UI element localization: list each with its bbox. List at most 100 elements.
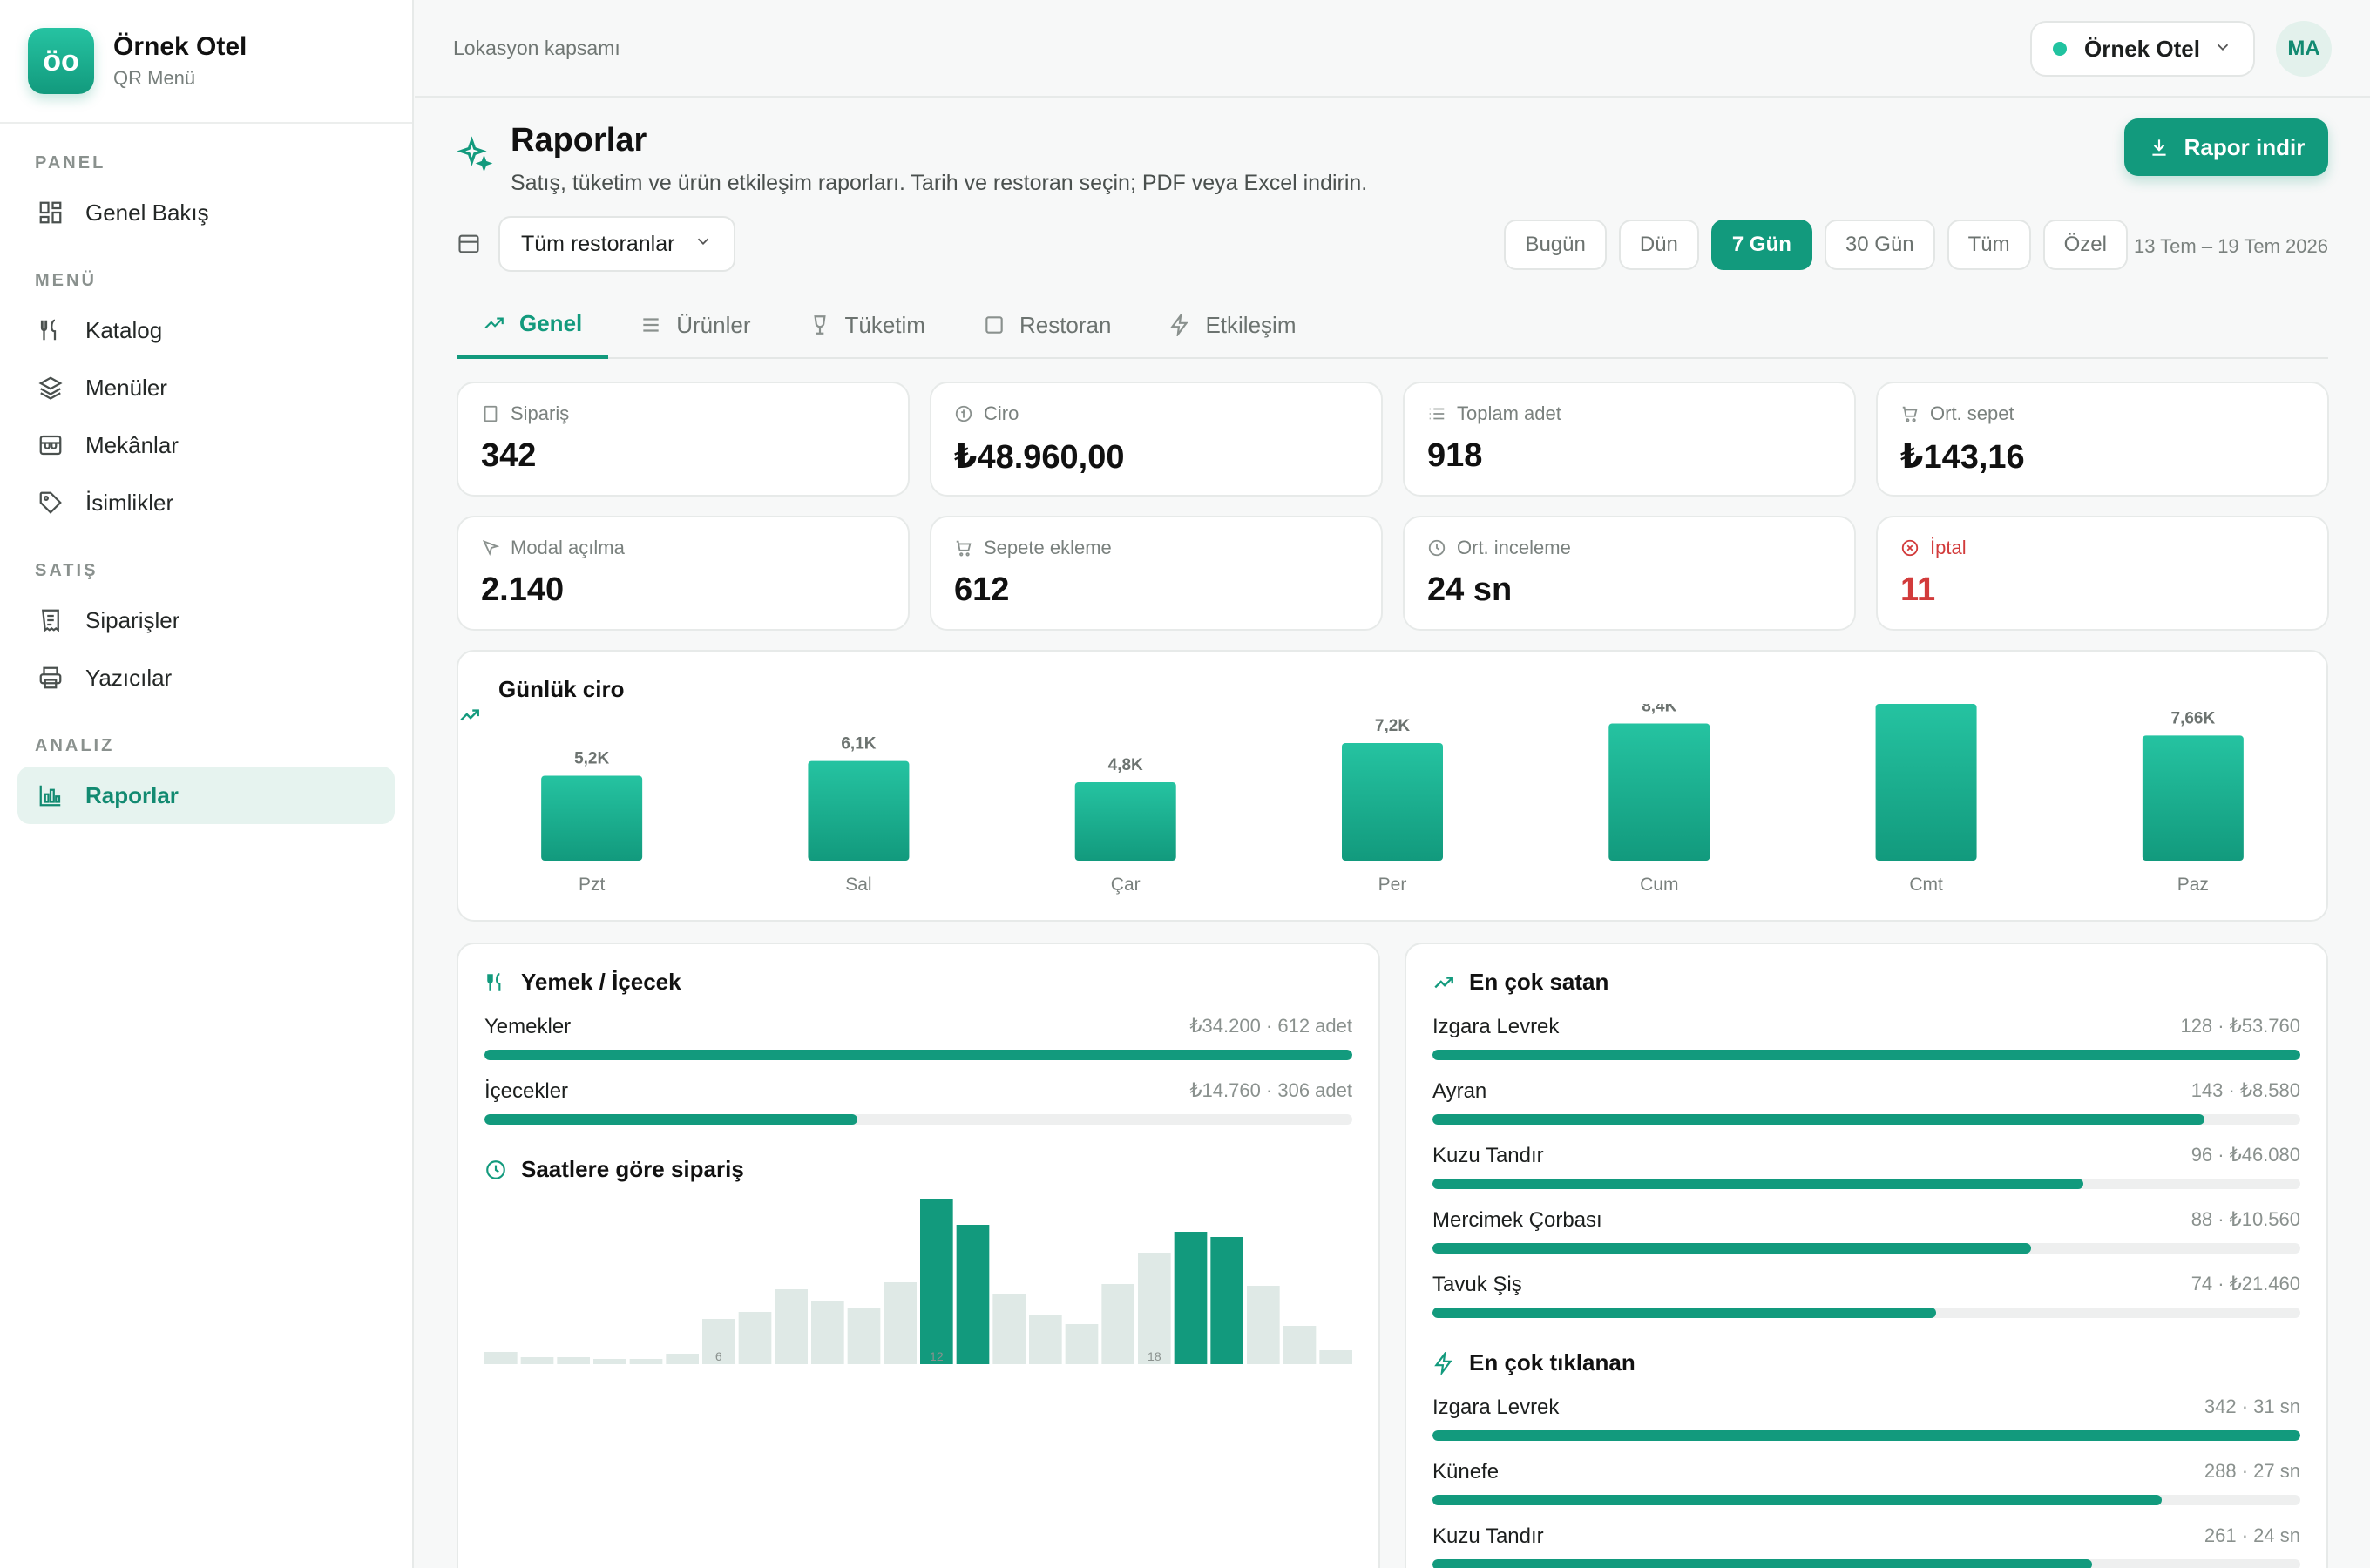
tab-etkilesim[interactable]: Etkileşim: [1142, 291, 1322, 359]
progress-fill: [1432, 1495, 2162, 1505]
progress-row: Kuzu Tandır 96 · ₺46.080: [1432, 1144, 2300, 1189]
stat-value: ₺143,16: [1900, 439, 2025, 476]
progress-fill: [1432, 1559, 2092, 1568]
hourly-bar: [738, 1312, 772, 1364]
avatar[interactable]: MA: [2276, 21, 2332, 77]
hourly-tick-label: 18: [1148, 1349, 1161, 1363]
range-button-custom[interactable]: Özel: [2042, 220, 2128, 270]
tab-urunler[interactable]: Ürünler: [613, 291, 776, 359]
location-select[interactable]: Örnek Otel: [2030, 21, 2255, 77]
utensils-icon: [484, 971, 507, 994]
sidebar-item-siparisler[interactable]: Siparişler: [17, 591, 395, 649]
daily-bar: [808, 760, 910, 861]
sidebar-item-yazicilar[interactable]: Yazıcılar: [17, 649, 395, 706]
progress-row: Izgara Levrek 128 · ₺53.760: [1432, 1015, 2300, 1060]
status-dot: [2053, 42, 2067, 56]
daily-bar-category-label: Çar: [1111, 875, 1141, 895]
daily-bar: [1074, 782, 1176, 861]
progress-row-yemekler: Yemekler ₺34.200 · 612 adet: [484, 1015, 1352, 1060]
nav-section-satis: SATIŞ: [35, 561, 98, 580]
stat-card-siparis: Sipariş 342: [457, 382, 910, 497]
hourly-bar: [992, 1294, 1026, 1364]
range-button-today[interactable]: Bugün: [1504, 220, 1607, 270]
progress-fill: [1432, 1050, 2300, 1060]
hourly-bar: [1029, 1315, 1062, 1364]
clock-icon: [484, 1159, 507, 1181]
hourly-orders-chart: 6 12 18: [484, 1199, 1352, 1364]
sparkles-icon: [457, 136, 493, 177]
stat-label: Toplam adet: [1457, 402, 1561, 424]
progress-row: Ayran 143 · ₺8.580: [1432, 1079, 2300, 1125]
progress-row: Tavuk Şiş 74 · ₺21.460: [1432, 1273, 2300, 1318]
row-label: Izgara Levrek: [1432, 1015, 1560, 1038]
sidebar-item-genel-bakis[interactable]: Genel Bakış: [17, 184, 395, 241]
hourly-bar: [1319, 1350, 1352, 1364]
row-meta: 88 · ₺10.560: [2191, 1208, 2300, 1230]
row-meta: 342 · 31 sn: [2204, 1396, 2300, 1417]
stat-value: 918: [1427, 437, 1483, 474]
sidebar-item-label: İsimlikler: [85, 489, 174, 516]
hourly-bar: [484, 1352, 518, 1364]
daily-bar-value-label: 4,8K: [1108, 756, 1143, 774]
sidebar-item-label: Genel Bakış: [85, 199, 209, 226]
sidebar-item-raporlar[interactable]: Raporlar: [17, 767, 395, 824]
stat-label: Ciro: [984, 402, 1019, 424]
stat-card-ort-inceleme: Ort. inceleme 24 sn: [1403, 516, 1856, 631]
progress-fill: [1432, 1430, 2300, 1441]
trend-up-icon: [1432, 971, 1455, 994]
tab-label: Ürünler: [676, 311, 751, 338]
store-icon: [35, 429, 66, 461]
sidebar-item-label: Raporlar: [85, 781, 179, 808]
card-title: En çok satan: [1469, 969, 1609, 995]
card-title: Yemek / İçecek: [521, 969, 681, 995]
row-meta: 288 · 27 sn: [2204, 1460, 2300, 1482]
tab-tuketim[interactable]: Tüketim: [782, 291, 951, 359]
progress-fill: [484, 1050, 1352, 1060]
scope-label: Lokasyon kapsamı: [453, 37, 620, 59]
store-icon: [457, 232, 481, 260]
sidebar-item-label: Siparişler: [85, 606, 180, 633]
brand[interactable]: öo Örnek Otel QR Menü: [0, 0, 412, 124]
daily-bar-category-label: Sal: [845, 875, 871, 895]
restaurant-select[interactable]: Tüm restoranlar: [498, 216, 735, 272]
brand-subtitle: QR Menü: [113, 67, 196, 89]
stat-value: 24 sn: [1427, 571, 1513, 608]
page-title: Raporlar: [511, 122, 647, 159]
progress-fill: [484, 1114, 858, 1125]
hourly-bar: [593, 1359, 626, 1364]
sidebar-item-label: Menüler: [85, 374, 167, 401]
range-button-all[interactable]: Tüm: [1947, 220, 2031, 270]
range-button-yesterday[interactable]: Dün: [1618, 220, 1699, 270]
range-button-7-days[interactable]: 7 Gün: [1710, 220, 1812, 270]
hourly-bar: [1101, 1284, 1134, 1364]
stat-value: 342: [481, 437, 537, 474]
range-button-30-days[interactable]: 30 Gün: [1824, 220, 1935, 270]
cart-icon: [1900, 404, 1920, 423]
coin-icon: [954, 404, 973, 423]
bolt-icon: [1432, 1351, 1455, 1375]
stat-card-iptal: İptal 11: [1876, 516, 2329, 631]
progress-fill: [1432, 1308, 1936, 1318]
progress-fill: [1432, 1179, 2083, 1189]
daily-bar-category-label: Paz: [2177, 875, 2209, 895]
download-report-button[interactable]: Rapor indir: [2124, 118, 2328, 176]
sidebar-item-mekanlar[interactable]: Mekânlar: [17, 416, 395, 474]
tab-label: Genel: [519, 309, 583, 336]
hourly-bar: [847, 1308, 881, 1364]
sidebar-item-katalog[interactable]: Katalog: [17, 301, 395, 359]
most-clicked-list: Izgara Levrek 342 · 31 sn Künefe 288 · 27 s…: [1432, 1396, 2300, 1568]
daily-bar-category-label: Cmt: [1909, 875, 1943, 895]
row-meta: 96 · ₺46.080: [2191, 1144, 2300, 1166]
utensils-icon: [35, 314, 66, 346]
sidebar-item-isimlikler[interactable]: İsimlikler: [17, 474, 395, 531]
hourly-bar: [520, 1357, 554, 1364]
stat-label: İptal: [1930, 537, 1967, 558]
sidebar-item-menuler[interactable]: Menüler: [17, 359, 395, 416]
tab-restoran[interactable]: Restoran: [957, 291, 1138, 359]
tab-genel[interactable]: Genel: [457, 291, 609, 359]
daily-bar-value-label: 7,66K: [2171, 709, 2216, 727]
menu-lines-icon: [640, 314, 662, 336]
chevron-down-icon: [694, 232, 713, 257]
hourly-tick-label: 6: [715, 1349, 722, 1363]
hourly-bar: [884, 1282, 917, 1364]
